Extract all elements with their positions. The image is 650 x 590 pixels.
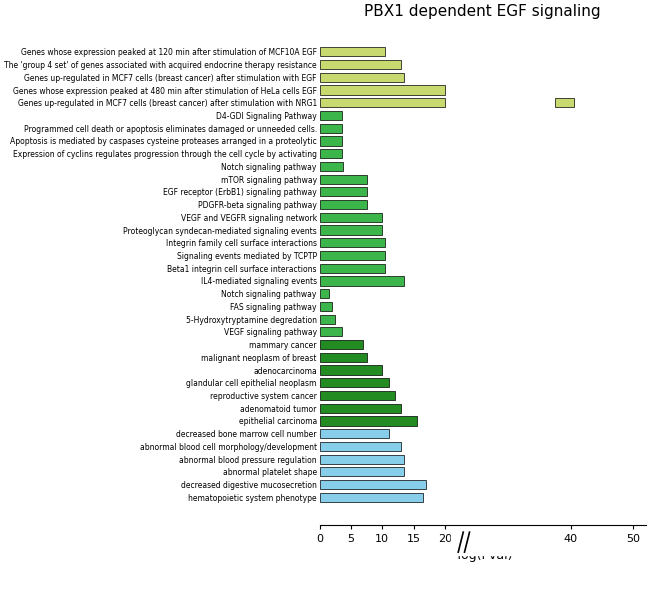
Bar [320,289,329,299]
Bar [320,404,401,413]
Bar [320,417,417,425]
Bar [555,98,574,107]
Bar [320,340,363,349]
Bar [451,532,549,555]
Bar [320,175,367,183]
Bar [320,454,404,464]
Bar [320,365,382,375]
Bar [320,302,332,311]
Bar [320,314,335,324]
Bar [320,225,382,235]
Bar [320,111,341,120]
Bar [320,136,341,146]
Bar [320,124,341,133]
Bar [320,327,341,336]
Bar [320,276,404,286]
Bar [320,429,389,438]
Bar [320,73,404,82]
Bar [320,162,343,171]
Title: PBX1 dependent EGF signaling: PBX1 dependent EGF signaling [365,4,601,19]
Bar [320,149,341,158]
Bar [320,391,395,400]
Bar [320,480,426,489]
Bar [320,493,423,502]
Bar [320,86,445,94]
Bar [320,264,385,273]
Bar [320,251,385,260]
Bar [320,353,367,362]
Bar [320,98,445,107]
Bar [320,378,389,388]
Bar [320,467,404,477]
Bar [320,47,385,57]
X-axis label: -log(Pval): -log(Pval) [453,549,512,562]
Bar [320,60,401,69]
Bar [320,238,385,247]
Bar [320,442,401,451]
Bar [320,200,367,209]
Bar [320,187,367,196]
Bar [320,213,382,222]
